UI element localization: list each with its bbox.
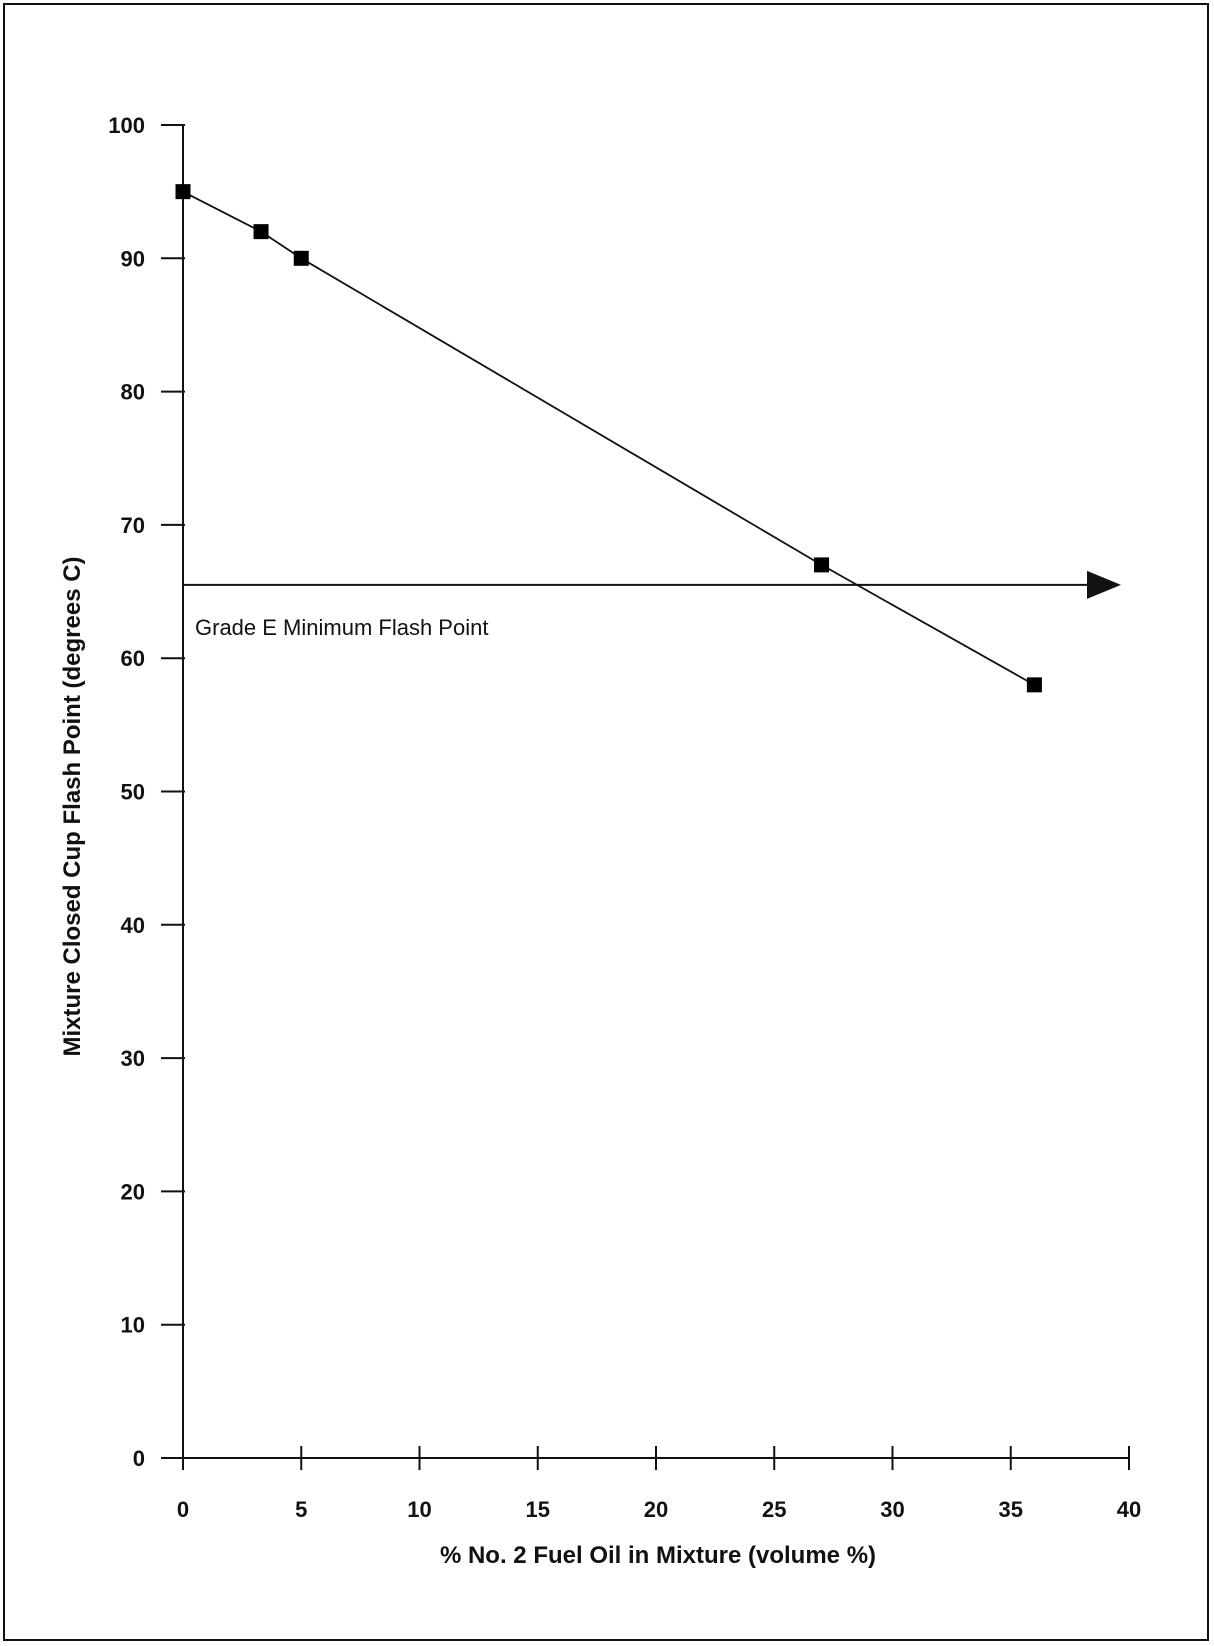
y-ticks: 0 10 20 30 40 50 60 70 80 90 100 <box>108 113 185 1471</box>
y-axis-title: Mixture Closed Cup Flash Point (degrees … <box>59 556 86 1056</box>
x-tick-label: 35 <box>999 1497 1023 1522</box>
y-tick-label: 10 <box>121 1313 145 1338</box>
data-point-marker <box>814 557 830 573</box>
y-tick-label: 0 <box>133 1446 145 1471</box>
y-tick-label: 90 <box>121 246 145 271</box>
x-tick-label: 5 <box>295 1497 307 1522</box>
series-line <box>182 190 1035 686</box>
reference-line-group: Grade E Minimum Flash Point <box>183 570 1121 640</box>
data-point-marker <box>1026 677 1042 693</box>
y-tick-label: 20 <box>121 1179 145 1204</box>
series-markers <box>175 184 1042 693</box>
x-tick-label: 40 <box>1117 1497 1141 1522</box>
y-tick-label: 40 <box>121 913 145 938</box>
y-tick-label: 50 <box>121 780 145 805</box>
chart-frame <box>3 3 1209 1641</box>
y-tick-label: 60 <box>121 646 145 671</box>
x-ticks: 0 5 10 15 20 25 30 35 40 <box>177 1446 1141 1522</box>
x-axis-title: % No. 2 Fuel Oil in Mixture (volume %) <box>440 1542 876 1569</box>
reference-line-label: Grade E Minimum Flash Point <box>195 615 488 640</box>
data-point-marker <box>253 224 269 240</box>
y-tick-label: 80 <box>121 380 145 405</box>
x-tick-label: 15 <box>526 1497 550 1522</box>
y-tick-label: 30 <box>121 1046 145 1071</box>
data-point-marker <box>175 184 191 200</box>
x-tick-label: 10 <box>407 1497 431 1522</box>
x-tick-label: 20 <box>644 1497 668 1522</box>
reference-arrow-head <box>1087 570 1121 599</box>
data-point-marker <box>293 250 309 266</box>
x-tick-label: 30 <box>880 1497 904 1522</box>
y-tick-label: 70 <box>121 513 145 538</box>
axes <box>182 125 1129 1459</box>
y-tick-label: 100 <box>108 113 145 138</box>
x-tick-label: 25 <box>762 1497 786 1522</box>
x-tick-label: 0 <box>177 1497 189 1522</box>
